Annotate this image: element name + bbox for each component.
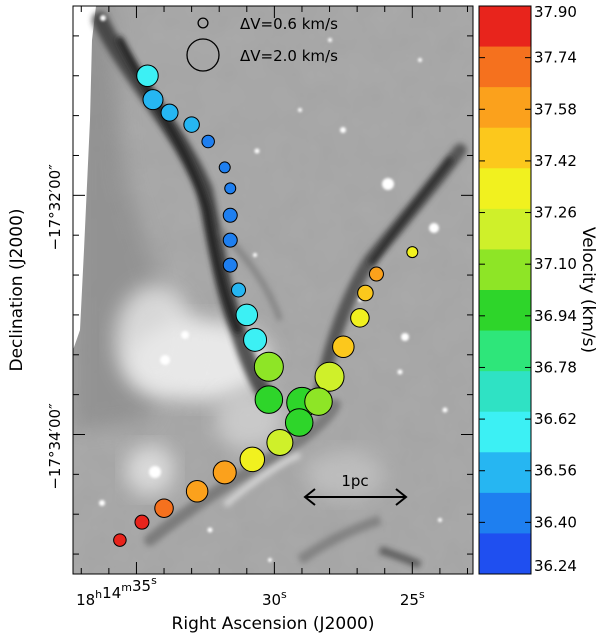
data-point <box>134 514 150 530</box>
colorbar-tick-label: 36.78 <box>534 358 577 376</box>
colorbar-segment <box>479 127 531 169</box>
data-point <box>113 533 127 547</box>
colorbar-tick-label: 37.58 <box>534 100 577 118</box>
size-legend: ΔV=0.6 km/s ΔV=2.0 km/s <box>186 15 338 72</box>
data-point <box>239 446 266 473</box>
y-axis-title: Declination (J2000) <box>7 208 27 371</box>
x-axis-title: Right Ascension (J2000) <box>172 614 375 634</box>
colorbar-segment <box>479 330 531 372</box>
colorbar-tick-label: 37.42 <box>534 152 577 170</box>
data-point <box>218 161 231 174</box>
plot-frame <box>72 5 474 575</box>
data-point <box>350 308 370 328</box>
legend-label: ΔV=0.6 km/s <box>240 15 338 33</box>
data-point <box>368 266 384 282</box>
data-point <box>154 498 174 518</box>
colorbar-segment <box>479 492 531 534</box>
data-point <box>136 64 159 88</box>
grayscale-extinction-image <box>73 6 473 574</box>
axes: 18h14m35s 30s 25s −17°32′00″ −17°34′00″ <box>46 6 473 609</box>
scale-bar: 1pc <box>303 472 408 506</box>
colorbar-tick-label: 36.94 <box>534 307 577 325</box>
colorbar-segment <box>479 411 531 453</box>
x-tick-label: 18h14m35s <box>76 574 157 609</box>
colorbar-tick-label: 37.90 <box>534 3 577 21</box>
data-point <box>284 408 314 437</box>
colorbar-tick-label: 36.40 <box>534 513 577 531</box>
colorbar-frame <box>478 5 532 575</box>
colorbar-segment <box>479 249 531 291</box>
data-point <box>406 246 419 259</box>
data-point <box>304 387 333 416</box>
legend-label: ΔV=2.0 km/s <box>240 47 338 65</box>
data-point <box>231 282 247 298</box>
colorbar-segment <box>479 371 531 413</box>
x-tick-label: 30s <box>262 588 287 609</box>
colorbar-tick-label: 36.24 <box>534 557 577 575</box>
data-point <box>243 327 268 352</box>
data-point <box>222 257 238 273</box>
colorbar-tick-label: 37.26 <box>534 204 577 222</box>
legend-marker <box>197 17 209 29</box>
colorbar-tick-label: 36.56 <box>534 462 577 480</box>
data-point <box>332 335 355 359</box>
data-point <box>201 134 215 149</box>
colorbar: 37.90 37.74 37.58 37.42 37.26 37.10 36.94 36.78… <box>478 3 577 575</box>
colorbar-segment <box>479 168 531 210</box>
data-point <box>314 361 345 392</box>
y-tick-label: −17°32′00″ <box>46 164 64 251</box>
colorbar-segment <box>479 6 531 48</box>
data-point <box>212 460 237 485</box>
data-point <box>357 284 374 302</box>
data-points <box>113 64 419 547</box>
data-point <box>183 116 200 133</box>
colorbar-segment <box>479 533 531 575</box>
data-point <box>222 207 238 223</box>
colorbar-tick-label: 36.62 <box>534 410 577 428</box>
data-point <box>185 480 209 503</box>
colorbar-tick-label: 37.10 <box>534 255 577 273</box>
x-tick-label: 25s <box>400 588 425 609</box>
colorbar-segment <box>479 87 531 129</box>
legend-marker <box>186 38 220 72</box>
scale-bar-label: 1pc <box>341 472 368 490</box>
data-point <box>142 89 164 111</box>
colorbar-tick-label: 37.74 <box>534 49 577 67</box>
colorbar-segment <box>479 208 531 250</box>
data-point <box>266 428 294 456</box>
data-point <box>160 103 179 122</box>
colorbar-segment <box>479 46 531 88</box>
data-point <box>224 182 237 195</box>
data-point <box>254 385 284 414</box>
colorbar-segment <box>479 452 531 494</box>
colorbar-title: Velocity (km/s) <box>578 227 598 353</box>
y-tick-label: −17°34′00″ <box>46 403 64 490</box>
colorbar-segment <box>479 290 531 332</box>
data-point <box>253 351 284 382</box>
data-point <box>222 232 238 248</box>
data-point <box>235 303 259 327</box>
